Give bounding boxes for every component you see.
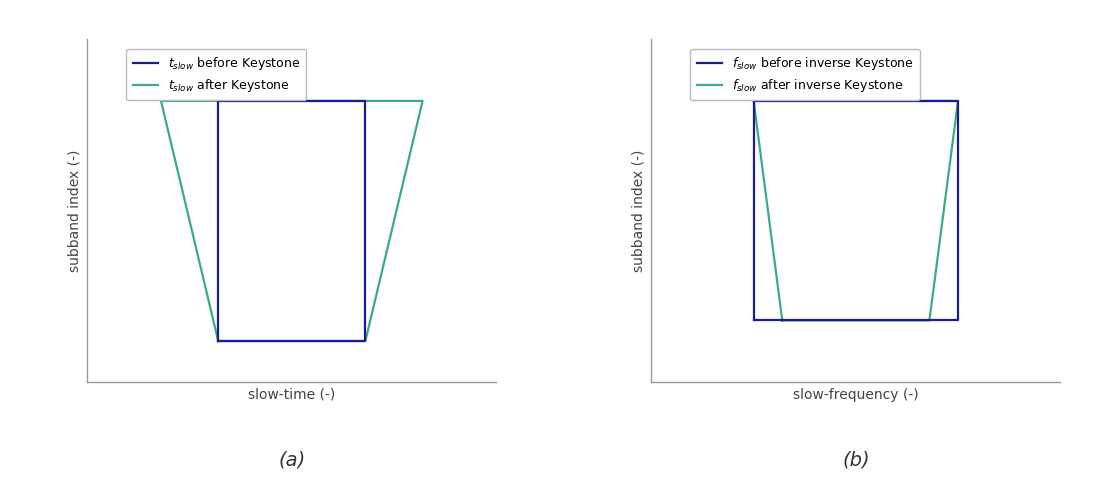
X-axis label: slow-frequency (-): slow-frequency (-) <box>794 388 918 402</box>
X-axis label: slow-time (-): slow-time (-) <box>248 388 336 402</box>
Text: (a): (a) <box>279 451 305 470</box>
Y-axis label: subband index (-): subband index (-) <box>632 149 646 272</box>
Legend: $t_{slow}$ before Keystone, $t_{slow}$ after Keystone: $t_{slow}$ before Keystone, $t_{slow}$ a… <box>127 49 306 100</box>
Text: (b): (b) <box>842 451 870 470</box>
Y-axis label: subband index (-): subband index (-) <box>68 149 82 272</box>
Legend: $f_{slow}$ before inverse Keystone, $f_{slow}$ after inverse Keystone: $f_{slow}$ before inverse Keystone, $f_{… <box>691 49 920 100</box>
